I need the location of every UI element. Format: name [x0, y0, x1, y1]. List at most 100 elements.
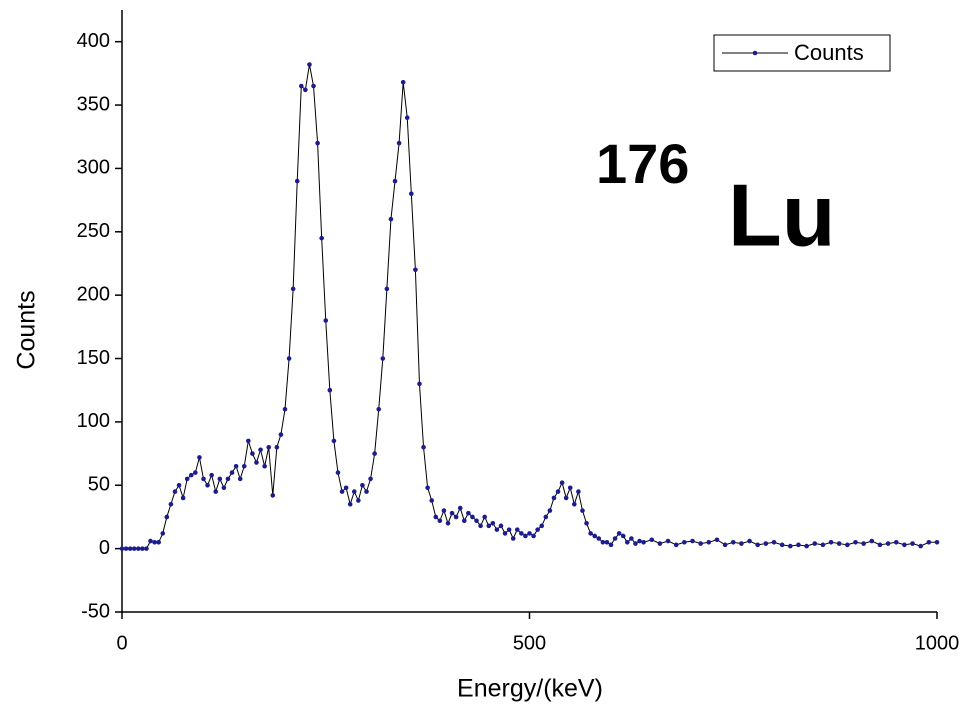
data-point	[278, 432, 284, 437]
data-point	[514, 527, 520, 532]
data-point	[547, 508, 553, 513]
data-point	[804, 543, 809, 549]
data-point	[763, 541, 769, 546]
data-point	[629, 536, 634, 541]
data-point	[209, 472, 214, 478]
y-tick-label: 400	[77, 30, 110, 52]
data-point	[755, 542, 760, 548]
data-point	[384, 286, 390, 292]
data-point	[657, 541, 663, 546]
data-point	[637, 538, 642, 544]
data-point	[584, 520, 589, 526]
data-point	[311, 83, 316, 89]
data-point	[380, 356, 386, 361]
annotation-superscript: 176	[596, 132, 689, 195]
data-point	[339, 489, 345, 494]
data-point	[327, 387, 333, 393]
data-point	[413, 267, 418, 273]
data-point	[445, 520, 451, 526]
x-tick-label: 1000	[915, 632, 960, 654]
data-point	[254, 460, 259, 465]
data-point	[148, 538, 153, 544]
data-point	[531, 533, 536, 539]
data-point	[417, 381, 422, 387]
data-point	[172, 489, 178, 494]
data-point	[360, 482, 365, 488]
data-point	[347, 501, 353, 507]
data-point	[861, 541, 866, 546]
y-tick-label: 0	[99, 537, 110, 559]
data-point	[421, 444, 426, 450]
data-point	[425, 485, 430, 491]
data-point	[474, 518, 479, 524]
data-point	[229, 470, 235, 475]
data-point	[213, 489, 219, 494]
data-point	[343, 485, 349, 491]
data-point	[119, 546, 125, 551]
data-point	[502, 531, 508, 536]
data-point	[315, 140, 320, 146]
data-point	[551, 495, 557, 501]
data-point	[266, 444, 272, 450]
data-point	[282, 406, 288, 412]
data-point	[747, 538, 752, 544]
y-tick-label: -50	[81, 600, 110, 622]
data-point	[237, 476, 243, 482]
data-point	[641, 539, 646, 545]
data-point	[184, 476, 190, 482]
y-tick-label: 100	[77, 410, 110, 432]
data-point	[730, 539, 736, 545]
data-point	[404, 115, 410, 121]
data-point	[869, 538, 875, 544]
data-point	[197, 455, 202, 460]
data-point	[303, 87, 308, 93]
data-point	[596, 536, 602, 541]
data-point	[563, 495, 569, 501]
data-point	[351, 489, 357, 494]
data-point	[457, 505, 463, 511]
data-point	[698, 541, 703, 546]
data-point	[462, 518, 467, 524]
data-point	[356, 498, 361, 503]
data-point	[131, 546, 137, 551]
data-point	[620, 533, 626, 539]
data-point	[588, 531, 593, 536]
data-point	[771, 539, 777, 545]
data-point	[168, 501, 174, 507]
data-point	[217, 476, 223, 482]
data-point	[225, 476, 231, 482]
data-point	[478, 523, 483, 529]
data-point	[539, 523, 545, 529]
data-point	[845, 542, 850, 548]
data-point	[193, 470, 198, 475]
y-tick-label: 350	[77, 93, 110, 115]
data-point	[559, 480, 565, 486]
data-point	[290, 286, 296, 292]
data-point	[286, 356, 292, 361]
data-point	[258, 447, 263, 453]
data-point	[576, 489, 581, 494]
data-point	[294, 178, 300, 184]
data-point	[902, 542, 907, 548]
data-point	[625, 539, 630, 545]
data-point	[673, 542, 679, 548]
data-point	[221, 485, 227, 491]
data-point	[368, 476, 373, 482]
data-point	[519, 531, 524, 536]
data-point	[885, 541, 891, 546]
data-point	[796, 542, 801, 548]
data-point	[140, 546, 145, 551]
data-point	[836, 541, 842, 546]
data-point	[335, 470, 341, 475]
data-point	[580, 508, 585, 513]
data-point	[205, 482, 210, 488]
data-point	[470, 514, 475, 520]
y-tick-label: 200	[77, 283, 110, 305]
data-point	[180, 495, 186, 501]
data-point	[592, 533, 597, 539]
y-tick-label: 150	[77, 347, 110, 369]
data-point	[523, 533, 528, 539]
data-point	[486, 523, 492, 529]
data-point	[926, 539, 932, 545]
data-point	[527, 531, 532, 536]
